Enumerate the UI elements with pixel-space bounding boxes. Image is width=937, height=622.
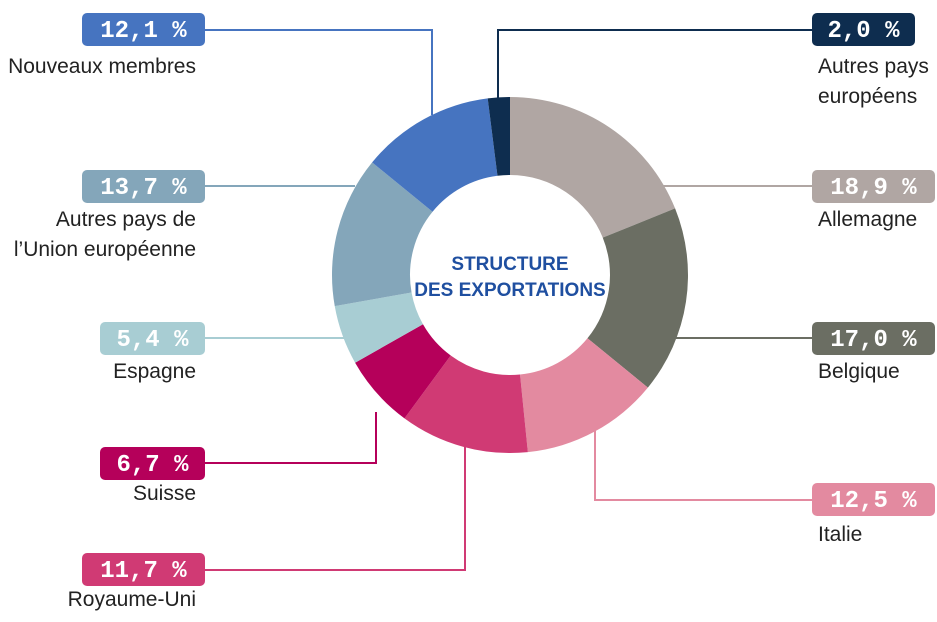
value-box [82,553,205,586]
slice [587,208,689,388]
category-label: Nouveaux membres [8,55,196,78]
slice [487,97,510,176]
slice [355,324,451,419]
category-label: Italie [818,523,862,546]
value-box [812,13,915,46]
value-label: 6,7 % [116,452,189,479]
value-label: 17,0 % [830,327,917,354]
value-box [812,483,935,516]
slice [332,162,433,307]
leader-line [497,29,812,100]
value-label: 18,9 % [830,175,917,202]
category-label: Autres pays européens [818,55,929,108]
category-label: Belgique [818,360,900,383]
category-label: Allemagne [818,208,917,231]
slice [372,98,498,212]
value-label: 5,4 % [116,327,189,354]
value-label: 11,7 % [100,558,187,585]
value-label: 12,5 % [830,488,917,515]
leader-line [594,372,812,501]
value-box [100,322,205,355]
value-box [100,447,205,480]
category-label: Suisse [133,482,196,505]
slice [520,338,648,453]
slice [404,355,528,453]
leader-line [205,29,433,115]
value-box [812,170,935,203]
value-label: 12,1 % [100,18,187,45]
chart-title: STRUCTURE DES EXPORTATIONS [414,254,605,301]
value-label: 2,0 % [827,18,900,45]
category-label: Autres pays de l’Union européenne [14,208,196,261]
slice [510,97,676,238]
slice [334,292,423,363]
category-label: Royaume-Uni [68,588,196,611]
value-box [812,322,935,355]
leader-line [205,447,466,571]
value-label: 13,7 % [100,175,187,202]
leader-line [205,412,377,464]
category-label: Espagne [113,360,196,383]
value-box [82,13,205,46]
value-box [82,170,205,203]
